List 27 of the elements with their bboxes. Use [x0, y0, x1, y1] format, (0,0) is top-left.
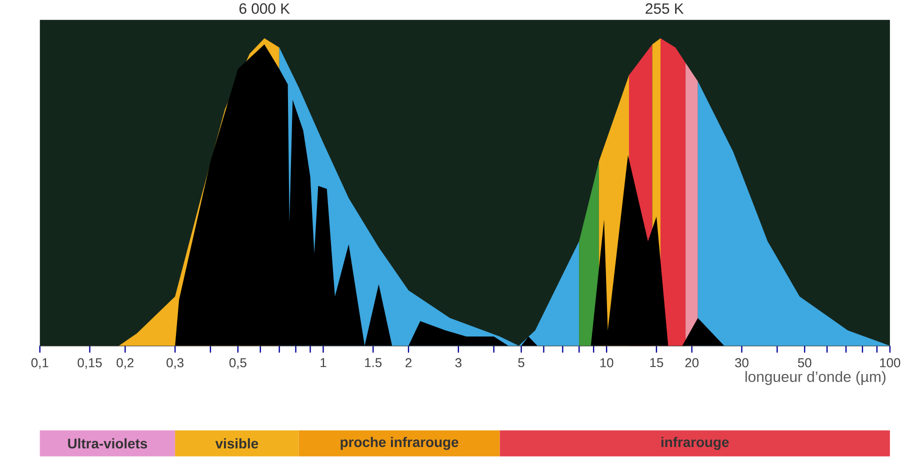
x-tick-label: 1.5 [365, 358, 382, 368]
x-tick-label: 50 [798, 358, 812, 368]
x-tick-label: 0,3 [166, 358, 184, 369]
x-tick-label: 0,1 [31, 358, 48, 369]
bar [500, 430, 890, 456]
x-tick-label: 3 [455, 358, 462, 368]
x-tick-label: 100 [880, 358, 900, 368]
x-tick-label: 15 [650, 358, 664, 368]
x-axis-title: longueur d’onde (µm) [746, 370, 886, 385]
x-tick-label: 30 [735, 358, 748, 368]
series-label: Ultra-violets [68, 438, 148, 448]
bar [298, 430, 500, 456]
x-tick-label: 5 [518, 358, 524, 368]
bar [175, 430, 299, 456]
annotation: 6 000 K [239, 3, 290, 14]
x-tick-label: 20 [685, 358, 699, 368]
series-label: visible [215, 438, 258, 448]
annotation: 255 K [646, 3, 684, 14]
bar [40, 430, 176, 456]
x-tick-label: 2 [406, 358, 412, 368]
x-tick-label: 10 [600, 358, 614, 368]
x-tick-label: 0,15 [78, 358, 102, 369]
x-tick-label: 0,2 [116, 358, 134, 369]
series-label: proche infrarouge [340, 436, 458, 450]
x-tick-label: 0,5 [229, 358, 246, 369]
series-label: infrarouge [661, 436, 729, 450]
x-tick-label: 1 [320, 358, 326, 367]
